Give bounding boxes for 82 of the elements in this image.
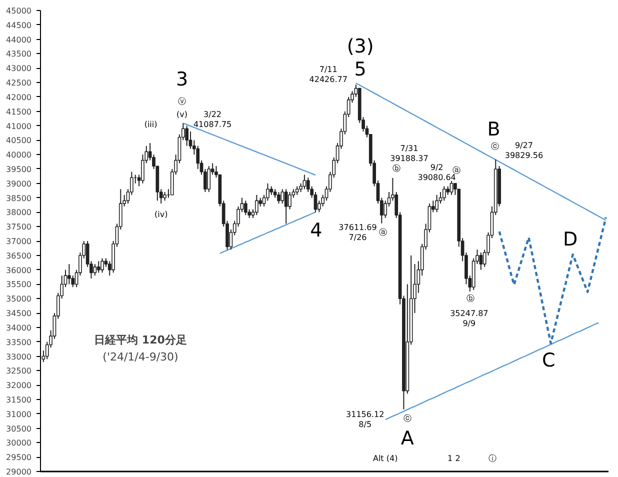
annotation: ⓘ	[488, 454, 497, 463]
annotation: C	[542, 350, 556, 372]
annotation: 3/22 41087.75	[193, 110, 232, 130]
candlestick	[479, 252, 483, 270]
annotation: ⓒ	[403, 414, 412, 423]
annotation: ⓥ	[178, 97, 186, 106]
annotation: D	[562, 228, 578, 250]
y-tick-label: 41000	[6, 122, 32, 131]
candlestick	[207, 166, 211, 193]
candlestick	[442, 186, 446, 202]
candlestick	[435, 194, 438, 213]
y-tick-label: 40500	[6, 136, 32, 146]
annotation: 37611.69 7/26	[338, 222, 377, 242]
y-tick-label: 31500	[6, 395, 32, 404]
annotation: 35247.87 9/9	[450, 308, 488, 328]
candlestick	[302, 174, 306, 190]
y-tick-label: 37500	[6, 222, 32, 232]
y-tick-label: 42500	[6, 78, 32, 88]
annotation: 5	[354, 58, 366, 80]
y-tick-label: 44000	[6, 35, 32, 44]
y-tick-label: 33000	[6, 352, 32, 362]
annotation: (iii)	[144, 120, 158, 129]
annotation: ⓑ	[466, 294, 475, 303]
y-tick-label: 42000	[6, 92, 32, 102]
candlestick	[185, 125, 189, 146]
annotation: B	[487, 118, 500, 140]
y-tick-label: 34500	[6, 309, 32, 318]
y-tick-label: 31000	[6, 410, 32, 419]
y-tick-label: 39000	[6, 179, 32, 188]
annotation: 31156.12 8/5	[346, 410, 384, 430]
y-tick-label: 32500	[6, 366, 32, 376]
candlestick	[96, 260, 100, 274]
annotation: ⓒ	[490, 142, 499, 151]
y-tick-label: 36500	[6, 251, 32, 260]
y-tick-label: 39500	[6, 164, 32, 174]
y-tick-label: 36000	[6, 266, 32, 275]
y-tick-label: 38500	[6, 194, 32, 203]
y-tick-label: 44500	[6, 20, 32, 30]
y-tick-label: 33500	[6, 338, 32, 347]
annotation: 7/11 42426.77	[309, 64, 348, 84]
candlestick	[93, 264, 97, 276]
candlestick	[100, 258, 104, 274]
candlestick	[67, 264, 71, 285]
line-series	[498, 216, 608, 344]
annotation: A	[400, 428, 414, 450]
candlestick	[277, 192, 280, 204]
y-tick-label: 32000	[6, 381, 32, 390]
annotation: 4	[310, 220, 322, 242]
y-tick-label: 40000	[6, 150, 32, 160]
text: 日経平均 120分足	[94, 334, 187, 346]
y-tick-label: 43500	[6, 50, 32, 59]
candlestick	[254, 194, 258, 216]
candlestick	[288, 192, 292, 210]
line-series	[355, 82, 607, 221]
y-tick-label: 43000	[6, 64, 32, 74]
y-tick-label: 29000	[6, 468, 32, 476]
y-tick-label: 34000	[6, 323, 32, 332]
annotation: ⓑ	[392, 164, 400, 173]
candlestick	[280, 188, 284, 204]
annotation: Alt (4)	[372, 454, 398, 463]
text: ('24/1/4-9/30)	[102, 350, 178, 364]
candlestick	[450, 180, 454, 196]
y-tick-label: 35000	[6, 294, 32, 304]
y-tick-label: 30500	[6, 424, 32, 434]
line-series	[384, 322, 600, 420]
y-tick-label: 45000	[6, 6, 32, 16]
y-tick-label: 30000	[6, 438, 32, 448]
y-tick-label: 37000	[6, 237, 32, 246]
candlestick	[284, 188, 288, 224]
annotation: (iv)	[154, 210, 168, 219]
annotation: ⓐ	[378, 228, 387, 237]
y-tick-label: 29500	[6, 453, 32, 462]
annotation: (v)	[176, 110, 188, 119]
annotation: 1 2	[448, 454, 460, 463]
line-series	[182, 122, 316, 176]
annotation: 3	[176, 68, 188, 90]
annotation: 9/27 39829.56	[504, 140, 544, 160]
y-tick-label: 38000	[6, 208, 32, 218]
candlestick	[244, 200, 248, 216]
annotation: (3)	[346, 36, 374, 58]
y-tick-label: 35500	[6, 280, 32, 290]
y-tick-label: 41500	[6, 107, 32, 116]
